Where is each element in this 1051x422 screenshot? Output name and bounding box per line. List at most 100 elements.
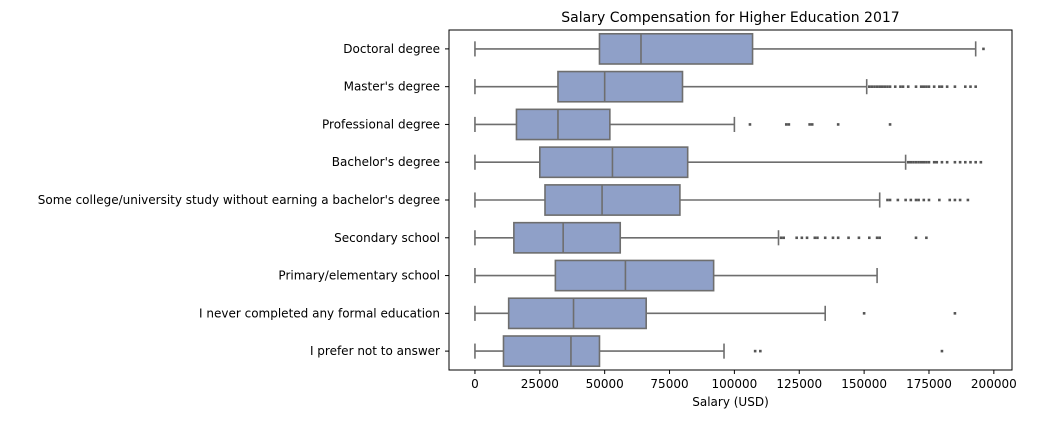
box-iqr	[515, 108, 611, 141]
outlier-point	[836, 123, 840, 126]
outlier-point	[896, 198, 900, 202]
outlier-point	[945, 85, 949, 88]
outlier-point	[831, 236, 835, 240]
outlier-point	[862, 312, 866, 315]
outlier-point	[914, 160, 918, 164]
box-group-6	[474, 259, 878, 292]
x-tick-label: 25000	[521, 377, 559, 391]
outlier-point	[922, 198, 926, 202]
outlier-point	[795, 236, 798, 240]
y-tick-label: Professional degree	[322, 117, 440, 131]
box-iqr	[507, 297, 647, 330]
y-tick-label: I prefer not to answer	[310, 344, 440, 358]
x-tick-label: 50000	[586, 377, 624, 391]
outlier-point	[925, 85, 928, 88]
outlier-point	[938, 198, 941, 202]
outlier-point	[868, 85, 871, 88]
outlier-point	[953, 85, 957, 88]
outlier-point	[948, 198, 952, 202]
x-tick-label: 75000	[650, 377, 688, 391]
outlier-point	[888, 123, 892, 126]
outlier-point	[782, 236, 785, 240]
x-tick-label: 100000	[711, 377, 757, 391]
box-iqr	[513, 221, 622, 254]
outlier-point	[893, 85, 897, 88]
outlier-point	[886, 198, 889, 202]
y-tick-label: Doctoral degree	[343, 42, 440, 56]
outlier-point	[899, 85, 902, 88]
outlier-point	[870, 85, 874, 88]
outlier-point	[912, 160, 915, 164]
outlier-point	[979, 160, 983, 164]
outlier-point	[880, 85, 884, 88]
box-iqr	[539, 146, 689, 179]
outlier-point	[904, 198, 907, 202]
outlier-point	[963, 85, 967, 88]
outlier-point	[901, 85, 905, 88]
outlier-point	[883, 85, 887, 88]
outlier-point	[823, 236, 827, 240]
outlier-point	[919, 85, 923, 88]
outlier-point	[958, 160, 962, 164]
outlier-point	[927, 160, 931, 164]
outlier-point	[927, 198, 931, 202]
outlier-point	[919, 160, 923, 164]
outlier-point	[808, 123, 811, 126]
box-group-3	[474, 146, 983, 179]
x-tick-label: 125000	[776, 377, 822, 391]
x-tick-label: 200000	[971, 377, 1017, 391]
outlier-point	[813, 236, 817, 240]
box-group-8	[474, 335, 944, 368]
outlier-point	[909, 160, 913, 164]
box-group-0	[474, 32, 985, 65]
outlier-point	[906, 160, 910, 164]
outlier-point	[974, 85, 977, 88]
x-tick-label: 0	[471, 377, 479, 391]
outlier-point	[886, 85, 889, 88]
outlier-point	[953, 312, 957, 315]
outlier-point	[868, 236, 871, 240]
outlier-point	[922, 160, 926, 164]
outlier-point	[940, 85, 944, 88]
outlier-point	[932, 85, 936, 88]
outlier-point	[953, 160, 957, 164]
outlier-point	[922, 85, 926, 88]
outlier-point	[932, 160, 936, 164]
outlier-point	[878, 236, 881, 240]
outlier-point	[914, 85, 918, 88]
box-iqr	[557, 70, 684, 103]
outlier-point	[909, 198, 913, 202]
box-iqr	[554, 259, 715, 292]
outlier-point	[925, 236, 928, 240]
box-iqr	[502, 335, 601, 368]
outlier-point	[906, 85, 910, 88]
outlier-point	[805, 236, 809, 240]
outlier-point	[873, 85, 876, 88]
outlier-point	[875, 236, 879, 240]
outlier-point	[800, 236, 804, 240]
box-group-1	[474, 70, 977, 103]
box-iqr	[544, 184, 681, 216]
outlier-point	[927, 85, 931, 88]
outlier-point	[966, 198, 970, 202]
outlier-point	[914, 198, 918, 202]
outlier-point	[917, 198, 920, 202]
box-group-2	[474, 108, 892, 141]
outlier-point	[787, 123, 791, 126]
outlier-point	[940, 160, 944, 164]
y-tick-label: Secondary school	[334, 231, 440, 245]
outlier-point	[784, 123, 788, 126]
box-group-4	[474, 184, 970, 216]
y-tick-label: Some college/university study without ea…	[38, 193, 440, 207]
outlier-point	[917, 160, 920, 164]
x-axis-label: Salary (USD)	[692, 395, 769, 409]
outlier-point	[836, 236, 840, 240]
outlier-point	[759, 349, 762, 353]
chart-title: Salary Compensation for Higher Education…	[561, 10, 899, 26]
outlier-point	[925, 160, 928, 164]
y-tick-label: Bachelor's degree	[332, 155, 440, 169]
outlier-point	[888, 198, 892, 202]
outlier-point	[748, 123, 752, 126]
box-group-5	[474, 221, 928, 254]
